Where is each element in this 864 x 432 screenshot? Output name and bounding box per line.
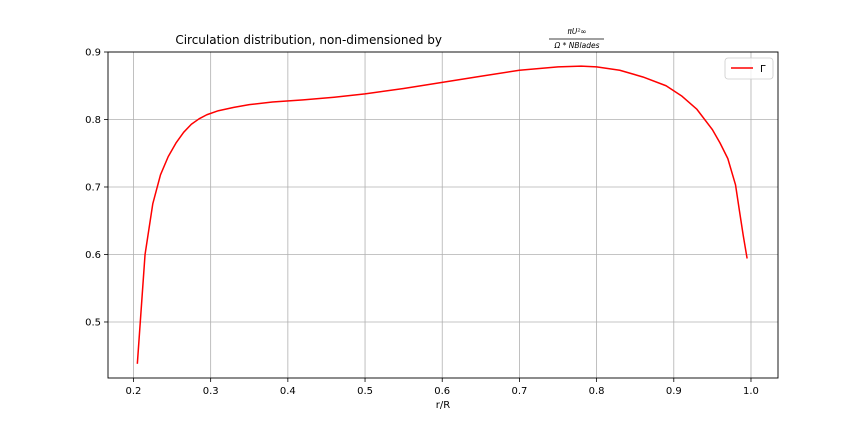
y-tick-label: 0.5: [85, 317, 101, 328]
x-tick-label: 0.6: [434, 386, 450, 397]
y-tick-label: 0.7: [85, 182, 101, 193]
x-tick-label: 0.7: [511, 386, 527, 397]
x-tick-label: 0.8: [589, 386, 605, 397]
title-fraction: πU²∞ Ω * NBlades: [549, 27, 604, 50]
title-fraction-numerator: πU²∞: [567, 27, 586, 36]
legend: Γ: [724, 57, 774, 80]
x-tick-label: 0.4: [280, 386, 296, 397]
x-axis-label: r/R: [436, 400, 450, 411]
x-tick-label: 0.3: [203, 386, 219, 397]
series-line-gamma: [136, 65, 748, 364]
x-axis-ticks: 0.2 0.3 0.4 0.5 0.6 0.7 0.8 0.9 1.0: [126, 378, 759, 397]
x-tick-label: 0.5: [357, 386, 373, 397]
plot-frame: [107, 51, 779, 379]
x-tick-label: 0.2: [126, 386, 142, 397]
y-tick-label: 0.8: [85, 115, 101, 126]
x-tick-label: 1.0: [743, 386, 759, 397]
legend-label-gamma: Γ: [760, 64, 766, 75]
series-lines: [136, 65, 748, 364]
y-tick-label: 0.9: [85, 48, 101, 59]
title-fraction-denominator: Ω * NBlades: [554, 41, 600, 50]
chart-title: Circulation distribution, non-dimensione…: [175, 33, 442, 47]
y-axis-ticks: 0.5 0.6 0.7 0.8 0.9: [85, 48, 108, 328]
x-tick-label: 0.9: [666, 386, 682, 397]
y-tick-label: 0.6: [85, 250, 101, 261]
